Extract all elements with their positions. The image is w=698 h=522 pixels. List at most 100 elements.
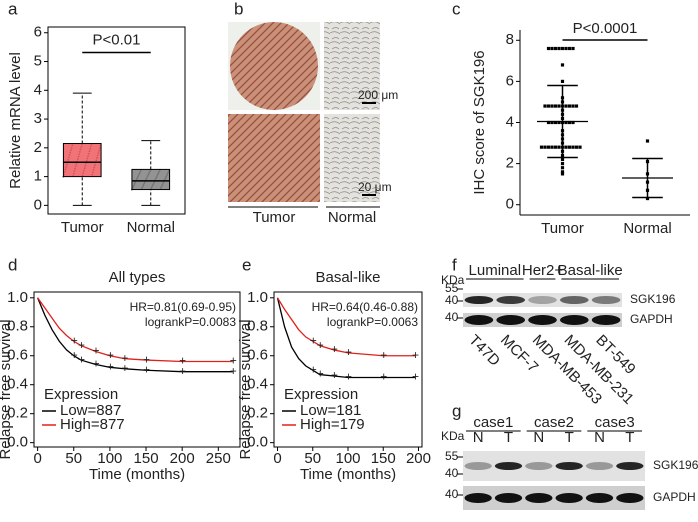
legend-label: Low=887 — [60, 402, 121, 419]
legend-label: Low=181 — [300, 402, 361, 419]
x-tick-label: Tumor — [61, 219, 104, 236]
band — [616, 462, 644, 470]
band — [528, 296, 557, 304]
band — [464, 296, 494, 304]
band — [585, 462, 614, 470]
y-tick-label: 1.0 — [7, 289, 28, 306]
censor: + — [345, 345, 352, 359]
dot — [557, 120, 561, 125]
x-tick-label: 0 — [273, 450, 281, 467]
dot — [564, 145, 568, 149]
chart-title: Basal-like — [315, 269, 380, 286]
dot — [645, 139, 650, 143]
dot — [574, 145, 579, 149]
x-tick-label: 250 — [206, 450, 231, 467]
marker: 40 — [445, 310, 459, 324]
dot — [571, 120, 575, 125]
y-tick-label: 1 — [34, 168, 42, 185]
x-tick-label: 0 — [33, 450, 41, 467]
annotation: logrankP=0.0083 — [145, 315, 236, 329]
band-label: SGK196 — [630, 292, 676, 306]
censor: + — [92, 344, 99, 358]
censor: + — [143, 362, 150, 376]
marker: 40 — [445, 487, 459, 501]
dot — [550, 145, 554, 149]
censor: + — [78, 352, 85, 366]
y-label: Relapse free survival — [0, 319, 14, 459]
band — [496, 296, 526, 304]
censor: + — [380, 370, 387, 384]
dot — [553, 46, 558, 51]
y-tick-label: 2 — [506, 155, 514, 172]
y-tick-label: 6 — [506, 72, 514, 89]
dot — [564, 46, 568, 51]
dot — [560, 162, 565, 166]
plot-frame — [47, 26, 186, 215]
dot — [539, 145, 544, 149]
band — [494, 493, 523, 503]
dot — [560, 166, 565, 170]
dot — [567, 120, 572, 125]
x-tick-label: 100 — [335, 450, 360, 467]
censor: + — [317, 338, 324, 352]
dot — [571, 46, 575, 51]
censor: + — [310, 333, 317, 347]
marker: 55 — [445, 449, 459, 463]
y-tick-label: 0.8 — [7, 318, 28, 335]
group-label: Basal-like — [558, 262, 623, 279]
y-tick-label: 3 — [34, 110, 42, 127]
x-tick-label: 150 — [134, 450, 159, 467]
box — [131, 168, 171, 191]
group-label: Her2+ — [522, 262, 564, 279]
dot — [567, 46, 572, 51]
kda-label: KDa — [441, 429, 465, 443]
censor: + — [230, 354, 237, 368]
censor: + — [78, 338, 85, 352]
annotation: logrankP=0.0063 — [327, 315, 418, 329]
x-tick-label: 200 — [170, 450, 195, 467]
censor: + — [179, 364, 186, 378]
censor: + — [412, 348, 419, 362]
dot — [571, 104, 575, 108]
y-tick-label: 4 — [34, 81, 42, 98]
legend-title: Expression — [284, 386, 358, 403]
censor: + — [230, 364, 237, 378]
x-tick-label: 100 — [97, 450, 122, 467]
legend-label: High=877 — [60, 416, 125, 433]
y-tick-label: 0.4 — [247, 376, 268, 393]
dot — [557, 46, 561, 51]
dot — [543, 104, 547, 108]
dot — [574, 104, 579, 108]
y-label: Relative mRNA level — [7, 52, 24, 189]
band — [616, 493, 644, 503]
y-tick-label: 0.4 — [7, 376, 28, 393]
dot — [567, 145, 572, 149]
lane-label: T — [625, 429, 634, 446]
chart-title: All types — [109, 269, 166, 286]
dot — [550, 104, 554, 108]
lane-label: T — [565, 429, 574, 446]
scale-label: 200 μm — [358, 88, 398, 102]
lane-label: N — [473, 429, 484, 446]
censor: + — [71, 348, 78, 362]
legend-title: Expression — [44, 386, 118, 403]
y-tick-label: 4 — [506, 113, 514, 130]
y-tick-label: 0.2 — [247, 405, 268, 422]
dot — [546, 145, 551, 149]
y-tick-label: 0.6 — [247, 347, 268, 364]
kda-label: KDa — [441, 273, 465, 287]
survival-curve — [37, 297, 233, 373]
x-label: Time (months) — [89, 466, 185, 483]
censor: + — [310, 362, 317, 376]
blot-strip — [463, 451, 645, 481]
x-tick-label: Normal — [127, 219, 175, 236]
dot — [553, 145, 558, 149]
dot — [567, 104, 572, 108]
dot — [546, 104, 551, 108]
panel-letter: f — [452, 255, 457, 274]
group-label: case1 — [473, 414, 513, 431]
blot-strip — [463, 293, 622, 307]
band — [525, 493, 553, 503]
band — [555, 462, 583, 470]
plot-frame — [33, 291, 241, 448]
